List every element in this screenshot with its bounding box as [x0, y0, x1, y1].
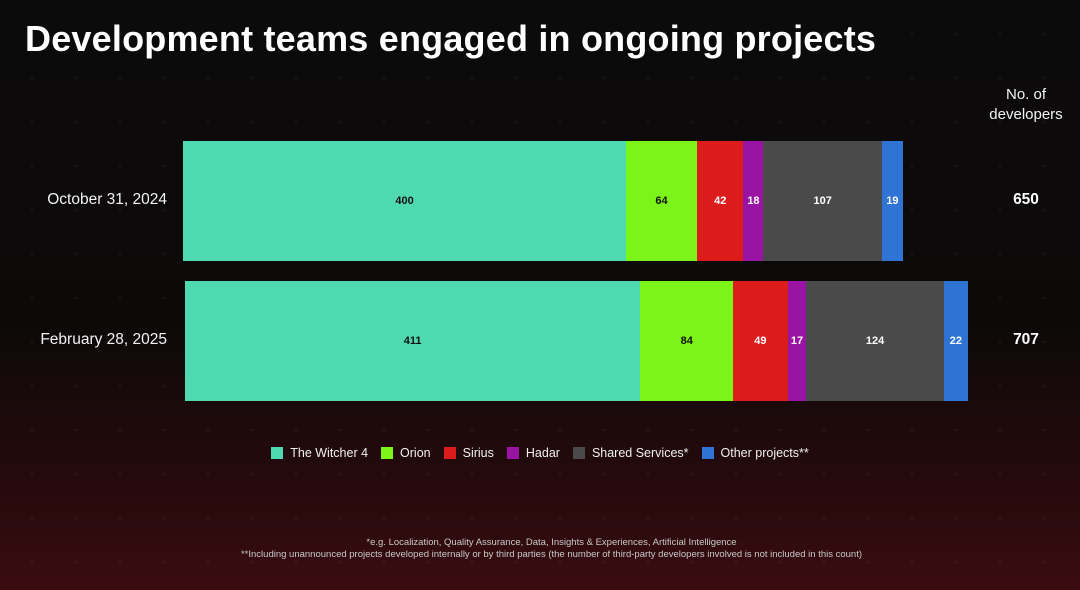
bar-segment: 124	[806, 281, 944, 401]
legend-label: Sirius	[462, 446, 494, 460]
legend-swatch	[381, 447, 394, 459]
legend-label: The Witcher 4	[290, 446, 369, 460]
total-column-header-line1: No. of	[1005, 86, 1047, 103]
chart-legend: The Witcher 4 Orion Sirius Hadar Shared Serv…	[0, 446, 1080, 460]
legend-swatch	[572, 447, 585, 459]
footnote-1: *e.g. Localization, Quality Assurance, D…	[366, 537, 737, 548]
category-label: February 28, 2025	[40, 331, 167, 348]
total-value: 650	[1013, 191, 1039, 208]
bar-segment: 49	[733, 281, 788, 401]
footnote-2: **Including unannounced projects develop…	[240, 549, 863, 560]
total-column-header: No. of developers	[976, 85, 1076, 125]
footnotes: *e.g. Localization, Quality Assurance, D…	[0, 537, 1080, 561]
legend-swatch	[271, 447, 284, 459]
category-label: October 31, 2024	[47, 191, 167, 208]
bar-segment: 64	[626, 141, 697, 261]
legend-item: Orion	[381, 446, 431, 460]
chart-title: Development teams engaged in ongoing pro…	[25, 18, 877, 59]
legend-label: Orion	[400, 446, 431, 460]
bar-segment: 107	[763, 141, 882, 261]
bar-segment: 22	[943, 281, 969, 401]
legend-swatch	[506, 447, 519, 459]
legend-item: Hadar	[506, 446, 560, 460]
legend-label: Other projects**	[720, 446, 809, 460]
bar-segment: 42	[696, 141, 744, 261]
bar-segment: 18	[743, 141, 764, 261]
bar-segment: 84	[640, 281, 734, 401]
total-column-header-line2: developers	[989, 106, 1063, 123]
bar-segment: 411	[185, 281, 641, 401]
bar-segment: 17	[787, 281, 807, 401]
legend-item: Other projects**	[701, 446, 809, 460]
legend-swatch	[443, 447, 456, 459]
total-value: 707	[1013, 331, 1039, 348]
legend-item: The Witcher 4	[271, 446, 368, 460]
legend-item: Shared Services*	[572, 446, 689, 460]
legend-swatch	[701, 447, 714, 459]
stacked-bar: 411 84 49 17 124 22	[185, 281, 969, 401]
legend-label: Hadar	[525, 446, 560, 460]
stacked-bar: 400 64 42 18 107 19	[183, 141, 903, 261]
legend-item: Sirius	[443, 446, 494, 460]
bar-segment: 400	[183, 141, 627, 261]
bar-segment: 19	[881, 141, 903, 261]
legend-label: Shared Services*	[591, 446, 689, 460]
